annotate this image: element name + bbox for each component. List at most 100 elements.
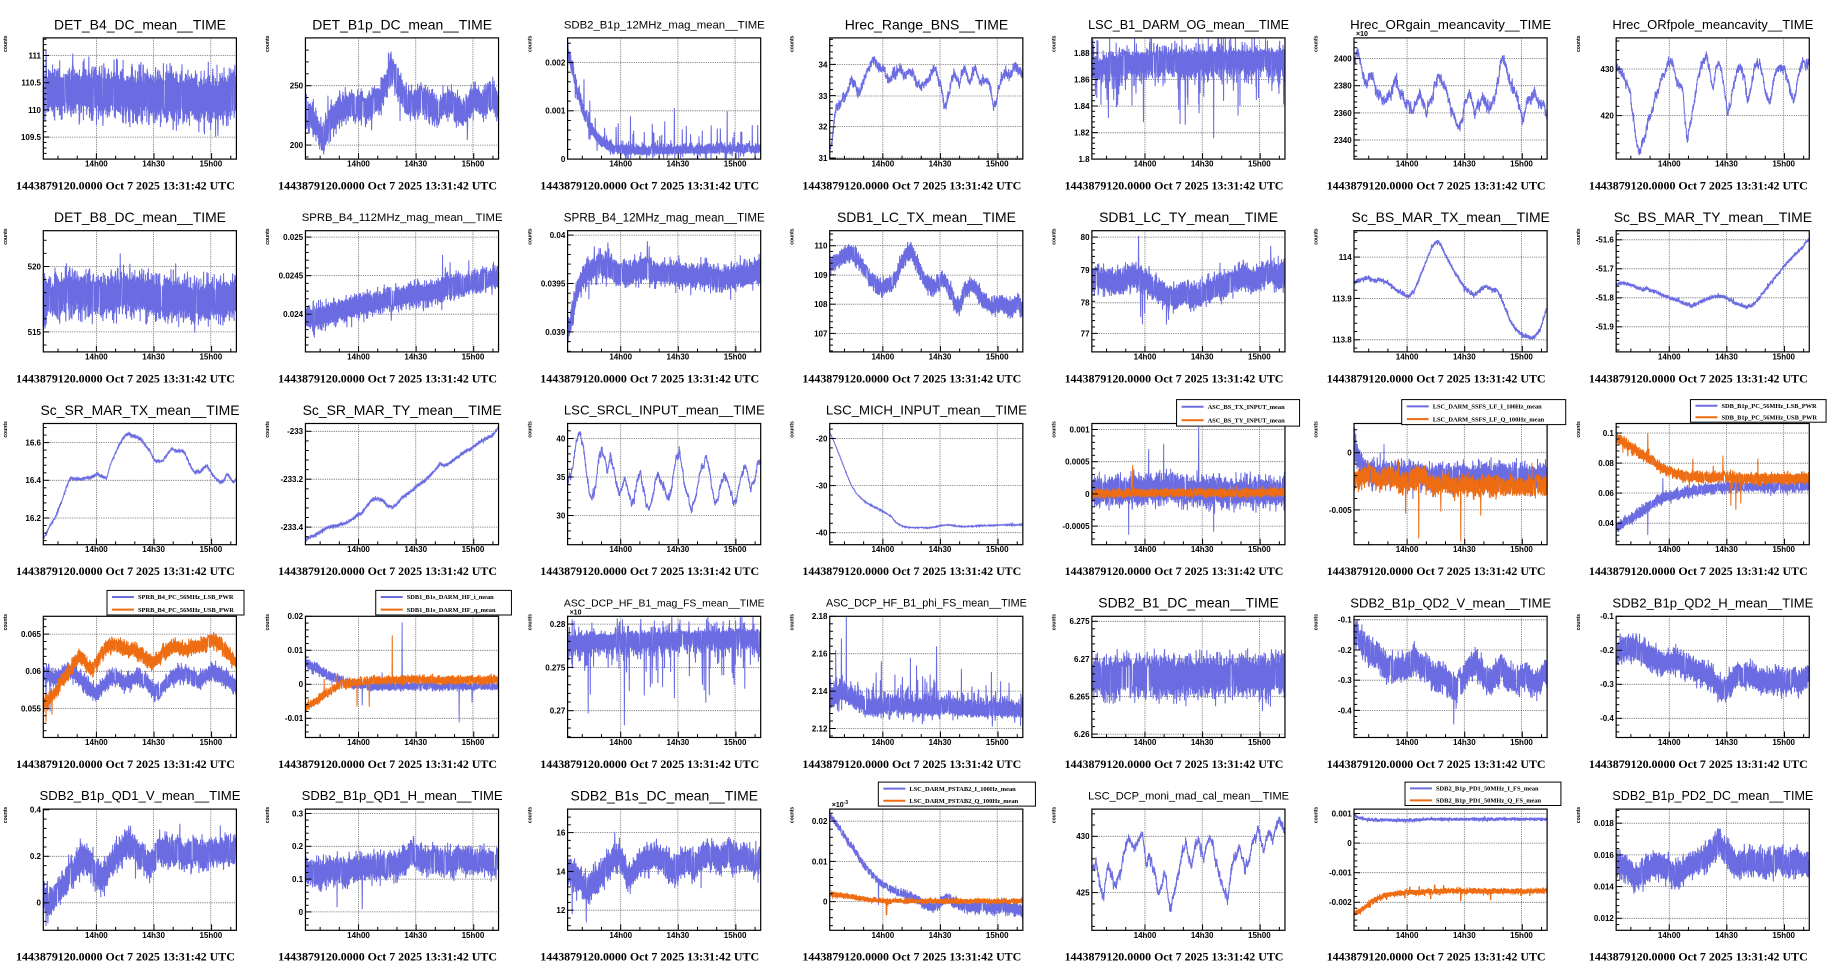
- svg-text:14h30: 14h30: [404, 160, 427, 169]
- svg-text:14h00: 14h00: [1658, 738, 1681, 747]
- svg-text:16.4: 16.4: [25, 476, 41, 485]
- svg-text:Hrec_ORgain_meancavity__TIME: Hrec_ORgain_meancavity__TIME: [1350, 17, 1551, 32]
- svg-text:DET_B4_DC_mean__TIME: DET_B4_DC_mean__TIME: [54, 16, 226, 32]
- svg-text:14h30: 14h30: [142, 931, 165, 940]
- svg-text:14h30: 14h30: [929, 738, 952, 747]
- svg-text:-51.8: -51.8: [1596, 294, 1615, 303]
- svg-text:14h30: 14h30: [1453, 738, 1476, 747]
- svg-text:14h30: 14h30: [929, 352, 952, 361]
- svg-text:0.04: 0.04: [550, 231, 566, 240]
- svg-text:15h00: 15h00: [986, 160, 1009, 169]
- svg-text:14h30: 14h30: [667, 352, 690, 361]
- svg-text:14h30: 14h30: [1453, 545, 1476, 554]
- svg-text:ASC_DCP_HF_B1_mag_FS_mean__TIM: ASC_DCP_HF_B1_mag_FS_mean__TIME: [564, 599, 765, 610]
- svg-text:1443879120.0000 Oct 7 2025 13:: 1443879120.0000 Oct 7 2025 13:31:42 UTC: [278, 564, 497, 578]
- svg-text:0.08: 0.08: [1598, 459, 1614, 468]
- svg-text:0.001: 0.001: [1070, 425, 1091, 434]
- svg-text:1443879120.0000 Oct 7 2025 13:: 1443879120.0000 Oct 7 2025 13:31:42 UTC: [802, 371, 1021, 385]
- svg-text:14h30: 14h30: [404, 931, 427, 940]
- svg-text:ASC_BS_TY_INPUT_mean: ASC_BS_TY_INPUT_mean: [1208, 418, 1285, 425]
- svg-text:SDB2_B1p_PD2_DC_mean__TIME: SDB2_B1p_PD2_DC_mean__TIME: [1612, 789, 1813, 803]
- svg-text:-0.2: -0.2: [1338, 646, 1352, 655]
- svg-text:0.1: 0.1: [1603, 429, 1615, 438]
- svg-text:14h30: 14h30: [1191, 545, 1214, 554]
- svg-text:14h30: 14h30: [1715, 352, 1738, 361]
- svg-text:-40: -40: [816, 529, 828, 538]
- svg-text:0: 0: [1085, 490, 1090, 499]
- svg-text:15h00: 15h00: [724, 545, 747, 554]
- svg-text:SPRB_B4_PC_56MHz_LSB_PWR: SPRB_B4_PC_56MHz_LSB_PWR: [138, 594, 234, 601]
- svg-text:80: 80: [1081, 233, 1090, 242]
- svg-text:14h30: 14h30: [1715, 931, 1738, 940]
- svg-text:14h30: 14h30: [404, 738, 427, 747]
- svg-text:14: 14: [556, 867, 565, 876]
- svg-text:113.9: 113.9: [1332, 294, 1352, 303]
- svg-text:Sc_BS_MAR_TX_mean__TIME: Sc_BS_MAR_TX_mean__TIME: [1352, 209, 1550, 225]
- svg-text:14h30: 14h30: [667, 160, 690, 169]
- svg-text:SDB2_B1p_QD2_H_mean__TIME: SDB2_B1p_QD2_H_mean__TIME: [1612, 595, 1813, 610]
- svg-text:250: 250: [290, 82, 304, 91]
- svg-text:14h00: 14h00: [1396, 160, 1419, 169]
- svg-text:14h00: 14h00: [1134, 738, 1157, 747]
- svg-text:LSC_MICH_INPUT_mean__TIME: LSC_MICH_INPUT_mean__TIME: [826, 403, 1027, 418]
- svg-text:14h00: 14h00: [1396, 738, 1419, 747]
- svg-text:-51.6: -51.6: [1596, 236, 1615, 245]
- svg-text:counts: counts: [1052, 228, 1058, 245]
- svg-text:15h00: 15h00: [199, 738, 222, 747]
- svg-text:0.014: 0.014: [1594, 883, 1615, 892]
- svg-text:420: 420: [1601, 112, 1615, 121]
- svg-text:1443879120.0000 Oct 7 2025 13:: 1443879120.0000 Oct 7 2025 13:31:42 UTC: [16, 757, 235, 771]
- svg-text:15h00: 15h00: [986, 352, 1009, 361]
- svg-text:-0.4: -0.4: [1338, 706, 1352, 715]
- svg-text:14h30: 14h30: [1191, 160, 1214, 169]
- svg-text:15h00: 15h00: [1510, 545, 1533, 554]
- svg-text:-0.005: -0.005: [1329, 506, 1352, 515]
- svg-text:14h30: 14h30: [142, 352, 165, 361]
- svg-text:1443879120.0000 Oct 7 2025 13:: 1443879120.0000 Oct 7 2025 13:31:42 UTC: [1589, 371, 1808, 385]
- svg-text:counts: counts: [1576, 35, 1582, 52]
- svg-text:1.82: 1.82: [1074, 129, 1090, 138]
- svg-text:14h30: 14h30: [1191, 931, 1214, 940]
- svg-text:14h30: 14h30: [667, 931, 690, 940]
- svg-text:1443879120.0000 Oct 7 2025 13:: 1443879120.0000 Oct 7 2025 13:31:42 UTC: [1327, 950, 1546, 964]
- svg-text:14h30: 14h30: [142, 545, 165, 554]
- svg-text:15h00: 15h00: [1510, 352, 1533, 361]
- svg-text:-233.2: -233.2: [280, 475, 303, 484]
- svg-text:14h00: 14h00: [1134, 545, 1157, 554]
- svg-text:14h30: 14h30: [404, 545, 427, 554]
- svg-text:-0.2: -0.2: [1600, 646, 1614, 655]
- svg-text:77: 77: [1081, 329, 1090, 338]
- svg-text:107: 107: [814, 329, 828, 338]
- svg-text:6.265: 6.265: [1070, 692, 1091, 701]
- svg-text:SDB1_B1s_DARM_HF_q_mean: SDB1_B1s_DARM_HF_q_mean: [407, 607, 496, 614]
- svg-text:LSC_DARM_SSFS_LF_Q_100Hz_mean: LSC_DARM_SSFS_LF_Q_100Hz_mean: [1433, 416, 1545, 423]
- svg-text:counts: counts: [1052, 807, 1058, 824]
- svg-text:-20: -20: [816, 434, 828, 443]
- svg-text:0.01: 0.01: [812, 857, 828, 866]
- svg-text:14h00: 14h00: [871, 160, 894, 169]
- svg-text:-0.01: -0.01: [285, 714, 304, 723]
- svg-text:counts: counts: [1314, 807, 1320, 824]
- svg-text:0.06: 0.06: [1598, 489, 1614, 498]
- svg-text:1443879120.0000 Oct 7 2025 13:: 1443879120.0000 Oct 7 2025 13:31:42 UTC: [16, 179, 235, 193]
- svg-text:40: 40: [556, 434, 565, 443]
- svg-text:SPRB_B4_12MHz_mag_mean__TIME: SPRB_B4_12MHz_mag_mean__TIME: [564, 211, 765, 224]
- svg-text:15h00: 15h00: [1248, 352, 1271, 361]
- svg-text:1443879120.0000 Oct 7 2025 13:: 1443879120.0000 Oct 7 2025 13:31:42 UTC: [1327, 371, 1546, 385]
- svg-text:1443879120.0000 Oct 7 2025 13:: 1443879120.0000 Oct 7 2025 13:31:42 UTC: [1327, 564, 1546, 578]
- svg-text:15h00: 15h00: [724, 738, 747, 747]
- svg-text:14h00: 14h00: [347, 352, 370, 361]
- svg-text:0.01: 0.01: [288, 646, 304, 655]
- svg-text:-30: -30: [816, 482, 828, 491]
- svg-text:14h00: 14h00: [609, 545, 632, 554]
- svg-text:1.84: 1.84: [1074, 102, 1090, 111]
- svg-text:Hrec_ORfpole_meancavity__TIME: Hrec_ORfpole_meancavity__TIME: [1612, 17, 1813, 32]
- svg-text:0.1: 0.1: [292, 875, 304, 884]
- svg-text:15h00: 15h00: [1510, 738, 1533, 747]
- svg-text:Sc_SR_MAR_TY_mean__TIME: Sc_SR_MAR_TY_mean__TIME: [303, 402, 502, 418]
- svg-text:1443879120.0000 Oct 7 2025 13:: 1443879120.0000 Oct 7 2025 13:31:42 UTC: [802, 950, 1021, 964]
- svg-text:counts: counts: [1576, 421, 1582, 438]
- svg-text:14h00: 14h00: [347, 931, 370, 940]
- svg-text:15h00: 15h00: [1772, 931, 1795, 940]
- svg-text:14h00: 14h00: [1658, 931, 1681, 940]
